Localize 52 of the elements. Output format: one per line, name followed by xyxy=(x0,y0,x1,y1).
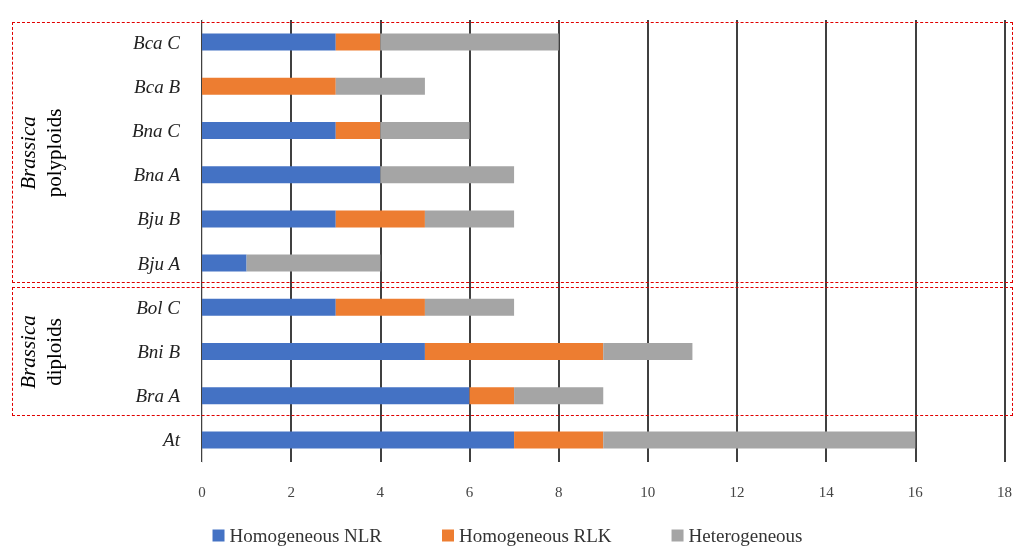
bar xyxy=(202,254,247,272)
bar xyxy=(424,298,515,316)
bar xyxy=(380,33,559,51)
x-tick-label: 2 xyxy=(287,483,295,500)
bar xyxy=(335,210,425,228)
y-tick-label: Bna C xyxy=(131,120,181,141)
bar xyxy=(246,254,381,272)
bar xyxy=(335,77,425,95)
x-tick-label: 6 xyxy=(465,483,474,500)
y-tick-label: Bni B xyxy=(137,341,181,362)
bar xyxy=(202,298,336,316)
bar xyxy=(202,122,336,139)
legend-label: Homogeneous NLR xyxy=(229,525,383,546)
y-tick-label: Bca B xyxy=(134,75,181,97)
bar xyxy=(469,387,515,405)
bar xyxy=(514,387,604,405)
text: Brassica diploids xyxy=(15,313,67,391)
bar xyxy=(335,33,381,51)
bar xyxy=(335,298,425,316)
bar xyxy=(202,77,336,95)
bar xyxy=(603,343,693,360)
text: Brassica polyploids xyxy=(15,107,67,199)
x-tick-label: 14 xyxy=(818,483,835,500)
x-tick-label: 8 xyxy=(554,483,563,500)
bar xyxy=(514,431,604,449)
bar xyxy=(424,210,515,228)
bar xyxy=(202,33,336,51)
bar xyxy=(202,431,515,449)
bar xyxy=(380,166,515,184)
bar xyxy=(202,387,470,405)
bar xyxy=(202,210,336,228)
x-tick-label: 0 xyxy=(198,483,206,500)
bar xyxy=(202,166,381,184)
x-tick-label: 10 xyxy=(640,483,656,500)
y-tick-label: Bol C xyxy=(136,296,181,318)
x-tick-label: 18 xyxy=(997,483,1012,500)
bar xyxy=(424,343,604,360)
x-tick-label: 16 xyxy=(907,483,924,500)
y-tick-label: Bna A xyxy=(133,164,181,186)
bar xyxy=(202,343,425,360)
bar xyxy=(380,122,470,139)
y-tick-label: At xyxy=(161,429,181,451)
y-tick-label: Bra A xyxy=(135,385,181,407)
bar xyxy=(603,431,916,449)
y-tick-label: Bju B xyxy=(137,208,181,230)
x-tick-label: 4 xyxy=(376,483,385,500)
y-tick-label: Bca C xyxy=(133,31,181,53)
legend-label: Homogeneous RLK xyxy=(459,525,612,546)
y-tick-label: Bju A xyxy=(137,252,181,274)
bar xyxy=(335,122,381,139)
x-tick-label: 12 xyxy=(729,483,745,500)
legend-label: Heterogeneous xyxy=(688,525,803,546)
